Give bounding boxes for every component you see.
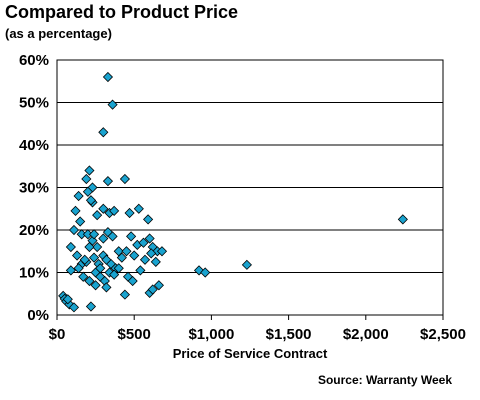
data-point	[62, 294, 73, 305]
y-axis-ticks: 0% 10% 20% 30% 40% 50% 60%	[19, 52, 49, 324]
data-point	[78, 271, 89, 282]
data-point	[70, 205, 81, 216]
data-point	[102, 71, 114, 83]
data-point	[84, 165, 95, 176]
data-point	[88, 252, 100, 263]
data-point	[75, 216, 86, 227]
x-tick-label: $2,500	[420, 326, 466, 343]
data-point	[73, 190, 84, 202]
x-tick-label: $1,500	[266, 326, 312, 343]
y-tick-label: 50%	[19, 95, 49, 112]
data-point	[107, 99, 118, 110]
y-tick-label: 30%	[19, 180, 49, 197]
data-point	[72, 250, 83, 261]
data-point	[85, 301, 97, 312]
data-point	[101, 254, 112, 265]
data-point	[65, 265, 76, 276]
data-point	[85, 195, 97, 206]
data-point	[119, 289, 131, 300]
data-point	[109, 269, 120, 280]
data-point	[68, 302, 80, 313]
data-point	[147, 284, 158, 295]
data-point	[79, 254, 90, 265]
y-tick-label: 0%	[27, 307, 49, 324]
data-point	[121, 246, 132, 257]
data-point	[241, 259, 252, 270]
data-point	[143, 214, 154, 225]
data-point	[101, 282, 112, 293]
x-axis-ticks: $0 $500 $1,000 $1,500 $2,000 $2,500	[49, 315, 466, 343]
data-point	[98, 203, 109, 214]
y-tick-label: 40%	[19, 137, 49, 154]
data-point	[156, 246, 168, 257]
data-point	[113, 263, 124, 274]
y-tick-label: 20%	[19, 222, 49, 239]
data-point	[200, 267, 211, 278]
data-point	[138, 237, 149, 248]
data-point	[135, 265, 146, 276]
data-point	[129, 250, 140, 261]
data-point	[84, 275, 95, 287]
data-point	[116, 252, 127, 263]
data-point	[84, 241, 95, 253]
data-point	[153, 280, 164, 291]
data-point	[397, 214, 408, 225]
chart-subtitle: (as a percentage)	[5, 26, 112, 41]
data-point	[119, 173, 131, 185]
data-point	[81, 173, 92, 185]
data-point	[107, 231, 118, 242]
data-point	[73, 263, 84, 274]
data-point	[127, 275, 138, 287]
data-point	[102, 176, 114, 187]
y-tick-label: 10%	[19, 265, 49, 282]
plot-area	[56, 59, 444, 316]
data-point	[95, 263, 106, 274]
x-tick-label: $1,000	[188, 326, 234, 343]
data-point	[150, 256, 161, 267]
data-point	[146, 248, 157, 259]
data-points	[58, 71, 408, 313]
data-point	[98, 127, 109, 138]
y-tick-label: 60%	[19, 52, 49, 69]
x-tick-label: $0	[49, 326, 66, 343]
data-point	[144, 233, 155, 244]
data-point	[92, 241, 103, 253]
data-point	[92, 210, 103, 221]
data-point	[88, 229, 100, 240]
data-point	[139, 254, 151, 265]
chart-title: Compared to Product Price	[5, 2, 239, 22]
data-point	[124, 207, 135, 219]
data-point	[68, 224, 80, 236]
data-point	[133, 203, 144, 214]
data-point	[126, 231, 137, 242]
data-point	[98, 233, 109, 244]
data-point	[82, 186, 93, 197]
x-axis-title: Price of Service Contract	[173, 346, 328, 361]
source-note: Source: Warranty Week	[317, 373, 452, 387]
data-point	[65, 241, 76, 253]
x-tick-label: $500	[118, 326, 151, 343]
grid-lines	[57, 59, 443, 273]
x-tick-label: $2,000	[343, 326, 389, 343]
data-point	[90, 280, 101, 291]
data-point	[109, 205, 120, 216]
